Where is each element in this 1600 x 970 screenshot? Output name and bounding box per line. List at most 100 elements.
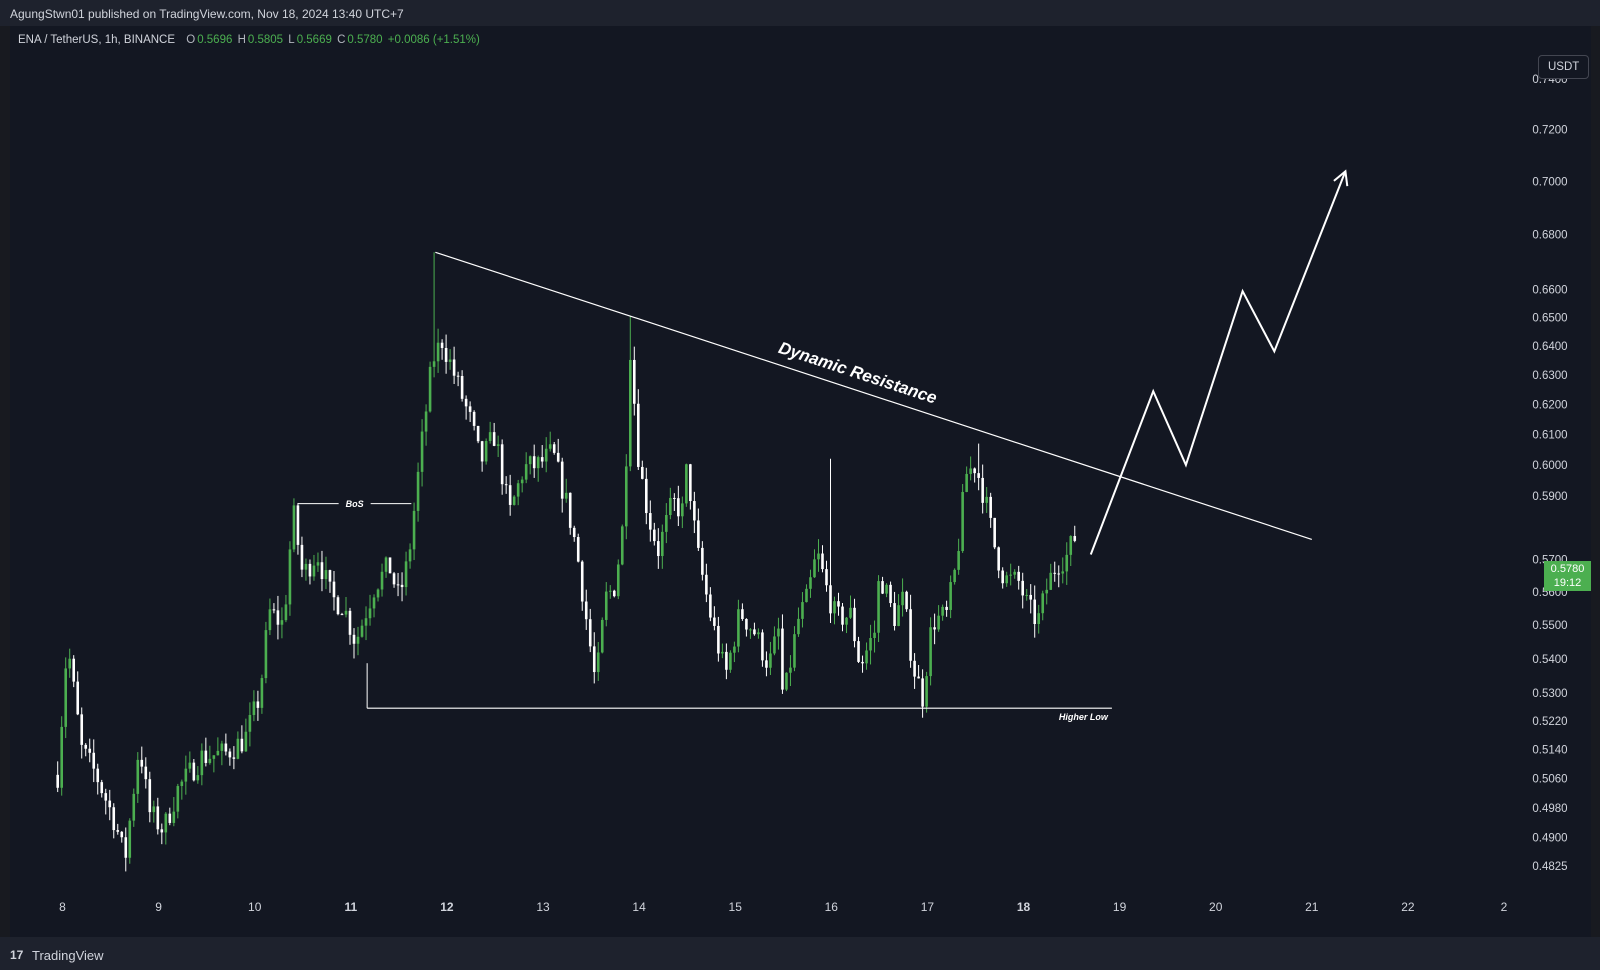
candle-body <box>148 779 152 813</box>
candle-body <box>548 444 552 449</box>
candle-body <box>973 468 976 474</box>
candle-body <box>104 793 108 801</box>
candle-body <box>600 619 604 653</box>
candle-body <box>452 359 456 376</box>
candle-body <box>632 359 636 404</box>
candle-body <box>500 444 504 485</box>
price-axis-label: 0.6000 <box>1532 460 1567 472</box>
candle-body <box>540 457 544 462</box>
tradingview-brand[interactable]: TradingView <box>32 948 104 963</box>
chart-canvas[interactable]: 0.74000.72000.70000.68000.66000.65000.64… <box>10 26 1591 937</box>
candle-body <box>705 574 708 595</box>
candle-body <box>845 617 848 625</box>
candle-body <box>340 614 344 616</box>
candle-body <box>172 811 176 823</box>
candle-body <box>997 547 1000 571</box>
currency-unit-button[interactable]: USDT <box>1538 55 1590 79</box>
candle-body <box>56 774 59 788</box>
candle-body <box>528 456 532 465</box>
candle-body <box>1053 572 1057 574</box>
candle-body <box>228 751 232 758</box>
candle-body <box>584 601 588 620</box>
candle-body <box>1041 593 1045 614</box>
candle-body <box>388 557 392 574</box>
candle-body <box>969 468 972 474</box>
candle-body <box>544 448 548 462</box>
candle-body <box>444 347 448 362</box>
candle-body <box>124 837 128 858</box>
candle-body <box>432 361 436 367</box>
candle-body <box>921 678 924 707</box>
candle-body <box>985 496 988 503</box>
candle-body <box>320 562 324 580</box>
price-axis-label: 0.4825 <box>1532 861 1567 873</box>
dynamic-resistance-line <box>435 251 1312 540</box>
candle-body <box>100 782 104 794</box>
candle-body <box>140 759 144 767</box>
candle-body <box>536 457 540 469</box>
candle-body <box>580 561 584 602</box>
candle-body <box>1005 575 1008 584</box>
candle-body <box>877 581 880 633</box>
candle-body <box>216 750 220 756</box>
candle-body <box>520 479 524 484</box>
candle-body <box>300 544 304 570</box>
candle-body <box>372 597 376 609</box>
legend-open-value: 0.5696 <box>197 34 233 46</box>
candle-body <box>116 830 120 832</box>
candle-body <box>312 565 316 577</box>
candle-body <box>989 496 992 518</box>
last-price: 0.5780 <box>1550 563 1585 575</box>
candle-body <box>504 484 508 486</box>
projection-arrow <box>1089 170 1347 555</box>
candle-body <box>604 591 608 620</box>
bar-countdown: 19:12 <box>1553 577 1582 589</box>
candle-body <box>184 768 188 782</box>
candle-body <box>348 610 352 635</box>
candle-body <box>977 473 980 478</box>
candle-body <box>905 591 908 610</box>
candle-body <box>681 503 684 517</box>
time-axis-label: 22 <box>1401 900 1415 914</box>
price-axis-label: 0.5500 <box>1532 620 1567 632</box>
candle-body <box>168 813 172 823</box>
candle-body <box>849 607 852 618</box>
price-axis-label: 0.5060 <box>1532 773 1567 785</box>
candle-body <box>857 641 860 662</box>
candle-body <box>789 667 792 673</box>
time-axis-label: 19 <box>1113 900 1127 914</box>
price-axis-label: 0.6100 <box>1532 430 1567 442</box>
candle-body <box>761 632 764 661</box>
candle-body <box>965 473 968 492</box>
candle-body <box>813 559 816 578</box>
candle-body <box>737 609 740 647</box>
candle-body <box>364 618 368 626</box>
plot-background <box>10 26 1591 937</box>
candle-body <box>596 652 600 673</box>
time-axis-label: 2 <box>1501 900 1508 914</box>
candle-body <box>524 464 528 480</box>
candle-body <box>384 557 388 572</box>
candle-body <box>344 610 348 615</box>
legend-close-label: C <box>337 34 346 46</box>
candle-body <box>252 701 256 715</box>
candle-body <box>881 581 884 594</box>
candle-body <box>773 636 776 654</box>
candle-body <box>308 563 312 577</box>
candle-body <box>192 762 196 781</box>
candle-body <box>176 786 180 812</box>
candle-body <box>653 529 656 542</box>
candle-body <box>837 601 840 607</box>
candle-body <box>188 762 192 769</box>
candle-body <box>797 618 800 635</box>
chart-pane[interactable]: 0.7400 0.7200 0.7000 0.6800 0.6600 0.6500 0.64… <box>10 26 1591 937</box>
candle-body <box>917 676 920 679</box>
price-axis-label: 0.5400 <box>1532 654 1567 666</box>
candle-body <box>641 466 644 479</box>
candle-body <box>901 591 904 606</box>
time-axis-label: 12 <box>440 900 454 914</box>
candle-body <box>400 584 404 588</box>
projection-arrow-head <box>1333 169 1349 187</box>
candle-body <box>1049 572 1053 590</box>
candle-body <box>328 570 332 582</box>
